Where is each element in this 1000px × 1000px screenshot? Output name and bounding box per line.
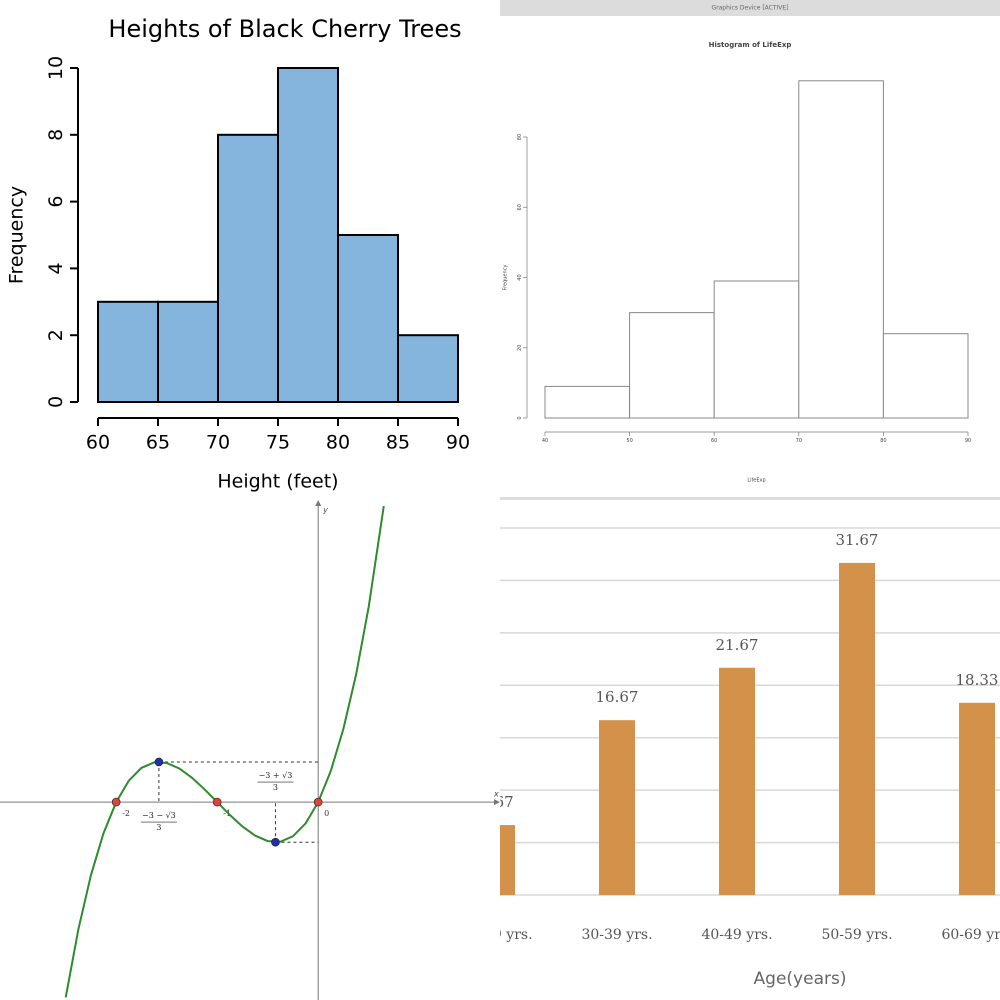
histogram-bar — [397, 334, 459, 404]
bar — [959, 702, 995, 895]
x-arrow — [494, 799, 500, 806]
value-label: 21.67 — [716, 636, 759, 654]
x-axis-label: Height (feet) — [217, 471, 338, 493]
x-tick-label: 80 — [326, 432, 350, 454]
annotation-denominator: 3 — [156, 823, 161, 832]
x-axis-label: Age(years) — [754, 969, 847, 989]
y-tick-label: 25 — [455, 625, 470, 639]
x-tick-label: 80 — [880, 438, 886, 444]
annotation-denominator: 3 — [273, 783, 278, 792]
bar — [719, 667, 755, 895]
x-tick-label: 90 — [446, 432, 470, 454]
y-tick-label: 0 — [517, 416, 523, 419]
histogram-bar — [157, 300, 219, 403]
panel-window: Graphics Device [ACTIVE] 40 50 60 70 80 90 0 20… — [500, 0, 1000, 500]
x-tick-label: 40 — [542, 438, 548, 444]
bar — [839, 562, 875, 895]
x-tick-label: -2 — [122, 809, 130, 818]
y-tick-label: 10 — [455, 783, 470, 797]
y-arrow — [315, 500, 322, 506]
function-curve — [64, 505, 385, 998]
y-tick-label: 2 — [45, 329, 67, 341]
y-tick-label: 6 — [45, 196, 67, 208]
histogram-bar — [277, 67, 339, 403]
y-tick-label: 8 — [45, 129, 67, 141]
x-tick-label: 65 — [146, 432, 170, 454]
y-tick-label: 0 — [45, 396, 67, 408]
histogram-bar — [798, 80, 884, 419]
root-point — [313, 797, 323, 807]
x-tick-label: 90 — [965, 438, 971, 444]
y-axis-label: Frequency — [503, 265, 509, 291]
chart-title: Heights of Black Cherry Trees — [108, 15, 461, 43]
window — [500, 0, 1000, 500]
y-tick-label: 5 — [462, 835, 470, 849]
x-tick-label: 85 — [386, 432, 410, 454]
x-tick-label: 60-69 yrs. — [941, 927, 1000, 943]
histogram-bar — [97, 300, 159, 403]
y-tick-label: 80 — [517, 134, 523, 140]
y-axis-label: Frequency — [6, 186, 28, 284]
y-tick-label: 35 — [455, 521, 470, 535]
x-tick-label: 50 — [626, 438, 632, 444]
bar — [500, 825, 515, 895]
x-axis-label: x — [493, 790, 499, 799]
histogram-bar — [217, 133, 279, 404]
title-bar — [500, 0, 1000, 16]
window-edge — [500, 497, 1000, 500]
x-axis-label: LifeExp — [747, 478, 765, 484]
y-tick-label: 30 — [455, 573, 470, 587]
histogram-bar — [882, 333, 969, 419]
histogram-bar — [337, 234, 399, 403]
y-tick-label: 15 — [455, 730, 470, 744]
y-tick-label: 20 — [517, 345, 523, 351]
annotation-numerator: −3 − √3 — [142, 811, 176, 820]
histogram-bar — [629, 312, 715, 419]
chart-title: Histogram of LifeExp — [709, 41, 792, 49]
x-tick-label: 60 — [711, 438, 717, 444]
y-tick-label: 40 — [517, 274, 523, 280]
x-tick-label: -1 — [223, 809, 231, 818]
panel-bar: 0 5 10 15 20 25 30 35 6.67 20-29 yrs. 16.67 30-39 y… — [455, 521, 1000, 989]
x-tick-label: 70 — [796, 438, 802, 444]
y-tick-label: 4 — [45, 262, 67, 274]
value-label: 31.67 — [836, 531, 879, 549]
x-tick-label: 70 — [206, 432, 230, 454]
x-tick-label: 0 — [324, 809, 329, 818]
x-tick-label: 50-59 yrs. — [821, 927, 892, 943]
value-label: 16.67 — [596, 688, 639, 706]
histogram-bar — [713, 280, 800, 419]
x-tick-label: 20-29 yrs. — [461, 927, 532, 943]
x-tick-label: 40-49 yrs. — [701, 927, 772, 943]
value-label: 6.67 — [480, 793, 513, 811]
annotation-numerator: −3 + √3 — [259, 771, 293, 780]
x-tick-label: 30-39 yrs. — [581, 927, 652, 943]
extremum-point — [271, 837, 280, 847]
root-point — [212, 797, 222, 807]
value-label: 18.33 — [956, 671, 999, 689]
y-tick-label: 0 — [462, 888, 470, 902]
root-point — [111, 797, 121, 807]
y-tick-label: 60 — [517, 204, 523, 210]
histogram-bar — [544, 385, 631, 419]
window-title: Graphics Device [ACTIVE] — [711, 5, 788, 12]
x-tick-label: 75 — [266, 432, 290, 454]
x-tick-label: 60 — [86, 432, 110, 454]
panel-function: x y -2 -1 0 −3 − √3 3 −3 + √3 3 — [0, 500, 500, 1000]
y-axis-label: y — [322, 506, 328, 515]
y-tick-label: 10 — [45, 56, 67, 80]
y-tick-label: 20 — [455, 678, 470, 692]
bar — [599, 720, 635, 895]
panel-histogram: 60 65 70 75 80 85 90 0 2 4 6 8 10 Heights of Black Ch… — [6, 15, 471, 493]
extremum-point — [154, 757, 164, 767]
